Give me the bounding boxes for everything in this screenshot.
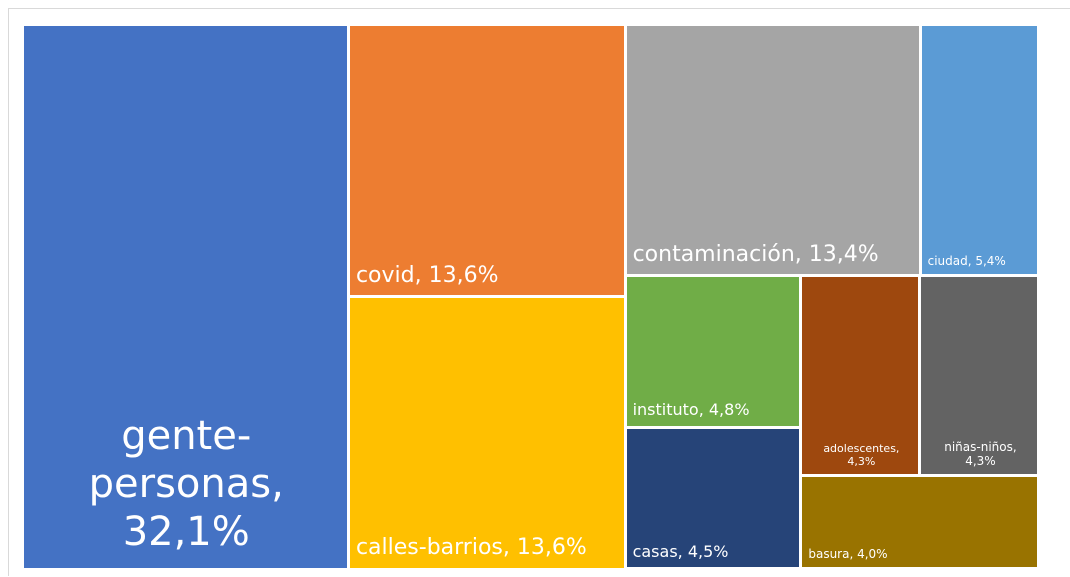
tile-label: niñas-niños, 4,3% <box>944 439 1017 468</box>
treemap-tile: adolescentes, 4,3% <box>802 277 919 475</box>
treemap-tile: calles-barrios, 13,6% <box>349 298 624 568</box>
treemap-tile: niñas-niños, 4,3% <box>921 277 1038 475</box>
chart-frame <box>8 8 1070 576</box>
treemap-tile: basura, 4,0% <box>802 477 1038 568</box>
treemap-tile: covid, 13,6% <box>349 25 624 295</box>
treemap-tile: contaminación, 13,4% <box>626 25 919 275</box>
treemap-tile: ciudad, 5,4% <box>921 25 1038 275</box>
tile-label: instituto, 4,8% <box>632 400 750 420</box>
tile-label: covid, 13,6% <box>355 262 499 288</box>
tile-label: gente-personas, 32,1% <box>88 412 284 555</box>
tile-label: casas, 4,5% <box>632 542 729 562</box>
tile-label: contaminación, 13,4% <box>632 241 879 267</box>
tile-label: adolescentes, 4,3% <box>823 442 900 469</box>
tile-label: ciudad, 5,4% <box>927 253 1006 268</box>
tile-label: basura, 4,0% <box>808 547 888 562</box>
treemap-tile: casas, 4,5% <box>626 428 800 568</box>
tile-label: calles-barrios, 13,6% <box>355 535 587 561</box>
treemap-tile: instituto, 4,8% <box>626 277 800 426</box>
treemap-tile: gente-personas, 32,1% <box>23 25 347 568</box>
